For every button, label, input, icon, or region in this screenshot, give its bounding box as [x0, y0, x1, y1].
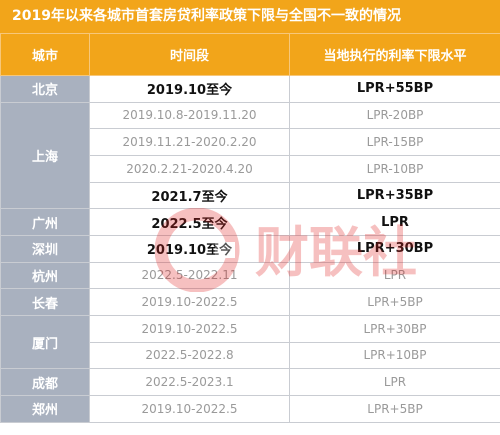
table-title: 2019年以来各城市首套房贷利率政策下限与全国不一致的情况: [0, 0, 500, 33]
level-cell: LPR+5BP: [289, 394, 500, 423]
period-cell: 2019.10-2022.5: [89, 394, 290, 423]
level-cell: LPR+30BP: [289, 234, 500, 263]
period-cell: 2022.5-2023.1: [89, 368, 290, 396]
level-cell: LPR: [289, 261, 500, 290]
header-row: 城市 时间段 当地执行的利率下限水平: [0, 33, 500, 76]
city-cell: 长春: [0, 288, 90, 316]
period-cell: 2019.10至今: [89, 75, 290, 103]
period-cell: 2019.11.21-2020.2.20: [89, 128, 290, 156]
table-row: 广州 2022.5至今 LPR: [0, 208, 500, 236]
table-row: 郑州 2019.10-2022.5 LPR+5BP: [0, 394, 500, 423]
table-row: 杭州 2022.5-2022.11 LPR: [0, 261, 500, 290]
policy-table: 城市 时间段 当地执行的利率下限水平 北京 2019.10至今 LPR+55BP…: [0, 33, 500, 423]
table-row: 2019.11.21-2020.2.20 LPR-15BP: [1, 128, 500, 156]
table-row: 上海 2019.10.8-2019.11.20 LPR-20BP: [0, 101, 500, 210]
header-period: 时间段: [89, 33, 290, 76]
period-cell: 2019.10至今: [89, 234, 290, 263]
level-cell: LPR-15BP: [289, 128, 500, 156]
period-cell: 2021.7至今: [89, 181, 290, 210]
table-row: 成都 2022.5-2023.1 LPR: [0, 368, 500, 396]
city-cell: 成都: [0, 368, 90, 396]
period-cell: 2019.10.8-2019.11.20: [89, 101, 290, 130]
table-row: 2020.2.21-2020.4.20 LPR-10BP: [1, 154, 500, 183]
level-cell: LPR+55BP: [289, 75, 500, 103]
table-row: 2022.5-2022.8 LPR+10BP: [1, 341, 500, 370]
level-cell: LPR+35BP: [289, 181, 500, 210]
period-cell: 2020.2.21-2020.4.20: [89, 154, 290, 183]
city-cell: 郑州: [0, 394, 90, 423]
level-cell: LPR+30BP: [289, 314, 500, 343]
level-cell: LPR+10BP: [289, 341, 500, 370]
level-cell: LPR-10BP: [289, 154, 500, 183]
city-cell: 广州: [0, 208, 90, 236]
level-cell: LPR+5BP: [289, 288, 500, 316]
header-city: 城市: [0, 33, 90, 76]
table-row: 深圳 2019.10至今 LPR+30BP: [0, 234, 500, 263]
table-row: 北京 2019.10至今 LPR+55BP: [0, 75, 500, 103]
city-cell: 北京: [0, 75, 90, 103]
header-level: 当地执行的利率下限水平: [289, 33, 500, 76]
period-cell: 2022.5-2022.8: [89, 341, 290, 370]
level-cell: LPR: [289, 208, 500, 236]
city-cell: 厦门: [0, 314, 90, 370]
city-cell: 上海: [0, 101, 90, 210]
period-cell: 2019.10-2022.5: [89, 288, 290, 316]
level-cell: LPR: [289, 368, 500, 396]
period-cell: 2019.10-2022.5: [89, 314, 290, 343]
city-cell: 杭州: [0, 261, 90, 290]
table-row: 厦门 2019.10-2022.5 LPR+30BP: [0, 314, 500, 370]
table-row: 2021.7至今 LPR+35BP: [1, 181, 500, 210]
table-row: 长春 2019.10-2022.5 LPR+5BP: [0, 288, 500, 316]
level-cell: LPR-20BP: [289, 101, 500, 130]
period-cell: 2022.5至今: [89, 208, 290, 236]
city-cell: 深圳: [0, 234, 90, 263]
period-cell: 2022.5-2022.11: [89, 261, 290, 290]
